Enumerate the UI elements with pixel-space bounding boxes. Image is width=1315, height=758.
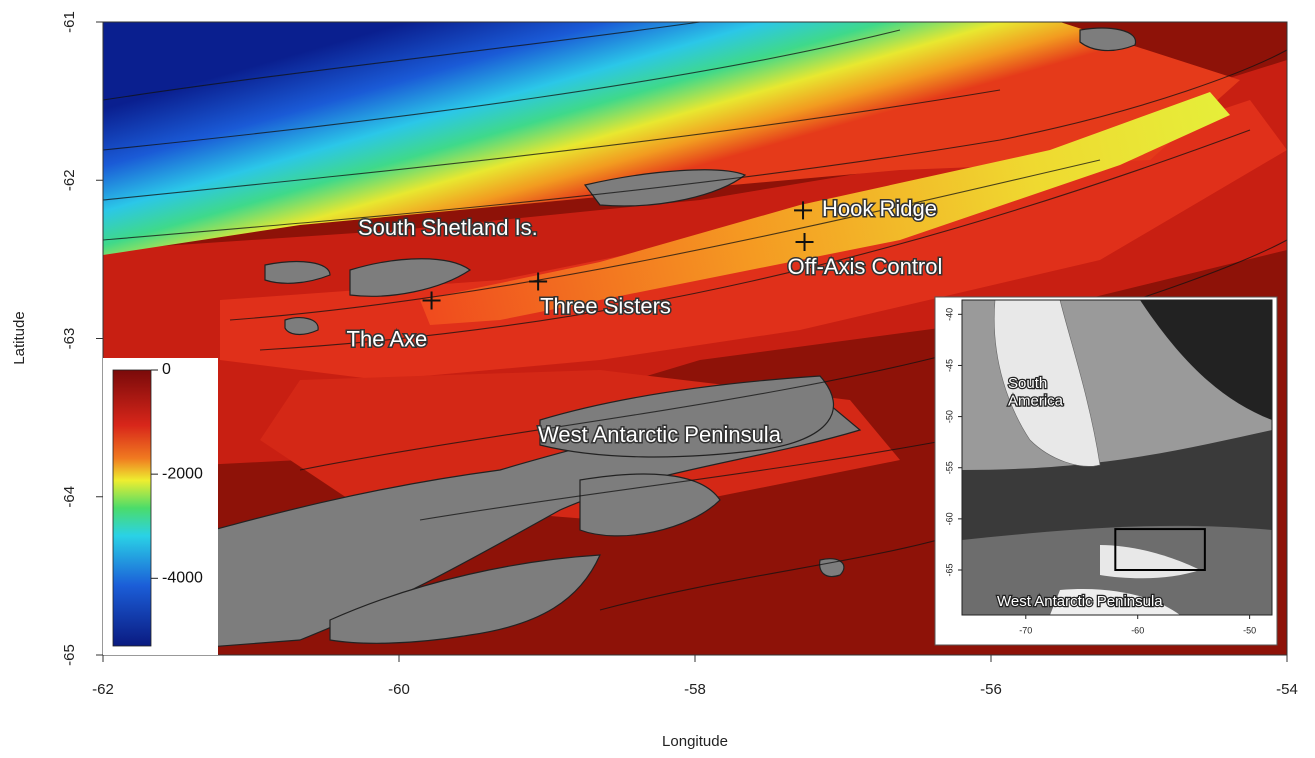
site-label: The Axe: [347, 326, 428, 351]
inset-y-tick-label: -40: [944, 308, 954, 321]
inset-y-tick-label: -60: [944, 512, 954, 525]
y-tick-label: -61: [61, 11, 78, 33]
x-tick-label: -58: [684, 681, 706, 698]
colorbar: [103, 358, 218, 655]
inset-y-tick-label: -55: [944, 461, 954, 474]
x-tick-label: -62: [92, 681, 114, 698]
x-tick-label: -54: [1276, 681, 1298, 698]
colorbar-tick-label: -2000: [162, 465, 203, 482]
site-label: Three Sisters: [540, 293, 671, 318]
region-label: West Antarctic Peninsula: [538, 422, 782, 447]
colorbar-tick-label: 0: [162, 361, 171, 378]
inset-x-tick-label: -60: [1131, 625, 1144, 635]
y-tick-label: -62: [61, 169, 78, 191]
site-label: Hook Ridge: [822, 196, 937, 221]
x-tick-label: -60: [388, 681, 410, 698]
region-label: South Shetland Is.: [358, 215, 538, 240]
inset-y-tick-label: -50: [944, 410, 954, 423]
inset-y-tick-label: -45: [944, 359, 954, 372]
site-label: Off-Axis Control: [788, 254, 943, 279]
x-tick-label: -56: [980, 681, 1002, 698]
colorbar-tick-label: -4000: [162, 570, 203, 587]
x-axis-title: Longitude: [662, 733, 728, 750]
inset-x-tick-label: -50: [1243, 625, 1256, 635]
y-tick-label: -65: [61, 644, 78, 666]
map-figure: -62 -60 -58 -56 -54 -65 -64 -63 -62 -61 Longitude L…: [0, 0, 1315, 758]
y-tick-label: -64: [61, 486, 78, 508]
y-tick-label: -63: [61, 328, 78, 350]
inset-x-tick-label: -70: [1019, 625, 1032, 635]
y-axis-title: Latitude: [11, 311, 28, 364]
inset-label: West Antarctic Peninsula: [997, 593, 1163, 610]
inset-y-tick-label: -65: [944, 563, 954, 576]
